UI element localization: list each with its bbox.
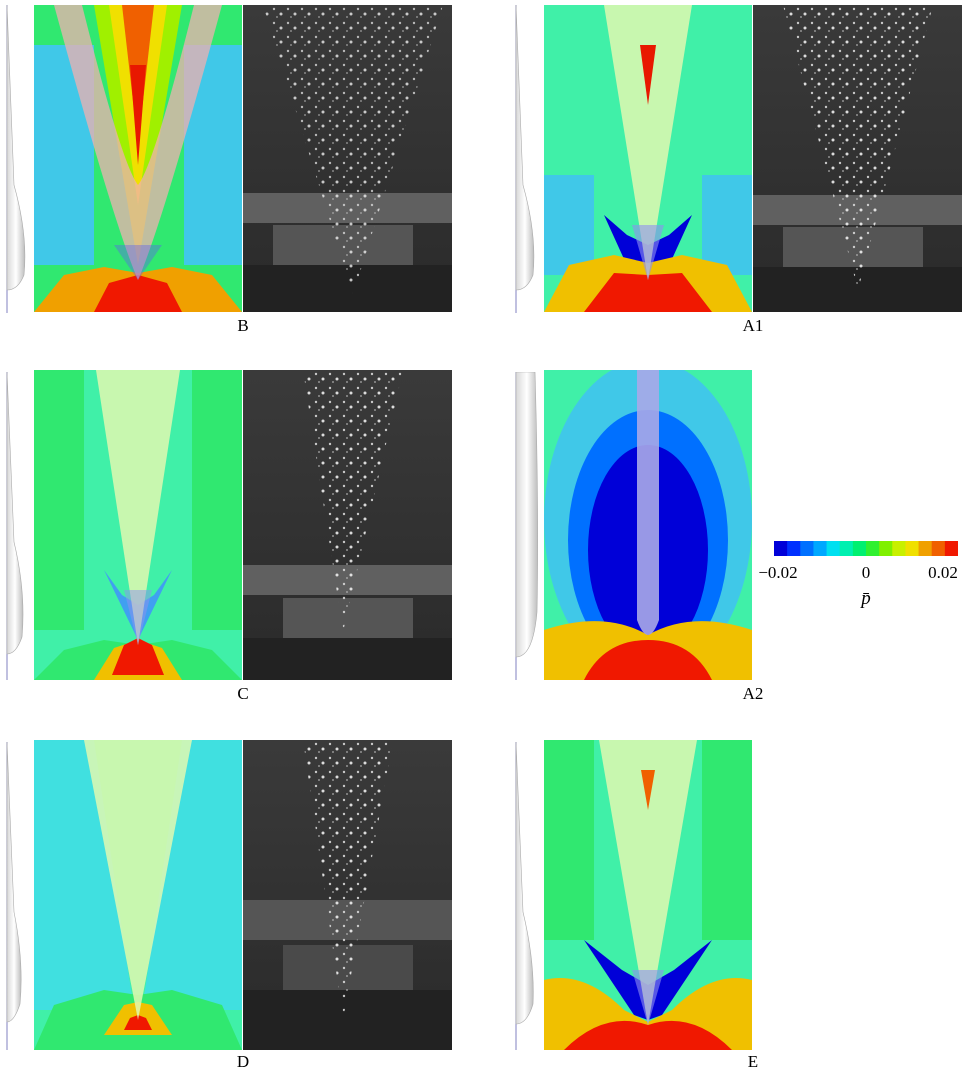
colorbar-swatch [944, 541, 958, 556]
hull-profile-a1 [515, 5, 535, 313]
hull-profile-a2 [515, 372, 538, 680]
colorbar-swatch [826, 541, 841, 556]
colorbar-swatch [866, 541, 880, 556]
colorbar-swatch [787, 541, 801, 556]
colorbar-mid-label: 0 [861, 563, 871, 582]
flow-photo-a1 [753, 5, 962, 312]
panel-label-b: B [237, 316, 249, 335]
colorbar-min-label: −0.02 [758, 563, 798, 582]
flow-photo-d [243, 740, 452, 1050]
colorbar-swatch [852, 541, 867, 556]
colorbar-swatch [800, 541, 814, 556]
panel-label-c: C [237, 684, 249, 703]
pressure-contour-a1 [544, 5, 752, 312]
panel-label-d: D [236, 1052, 250, 1071]
hull-profile-b [6, 5, 26, 313]
hull-profile-e [515, 742, 534, 1050]
panel-label-a2: A2 [742, 684, 764, 703]
colorbar-swatch [892, 541, 906, 556]
pressure-contour-c [34, 370, 242, 680]
flow-photo-b [243, 5, 452, 312]
panel-label-e: E [747, 1052, 759, 1071]
colorbar-swatch [774, 541, 788, 556]
flow-photo-c [243, 370, 452, 680]
colorbar-swatch [839, 541, 854, 556]
hull-profile-c [6, 372, 24, 680]
pressure-colorbar [774, 541, 958, 556]
pressure-contour-a2 [544, 370, 752, 680]
colorbar-swatch [918, 541, 933, 556]
pressure-contour-d [34, 740, 242, 1050]
colorbar-swatch [813, 541, 828, 556]
panel-label-a1: A1 [742, 316, 764, 335]
colorbar-max-label: 0.02 [928, 563, 958, 582]
pressure-contour-e [544, 740, 752, 1050]
colorbar-title: p̄ [861, 588, 871, 609]
hull-profile-d [6, 742, 22, 1050]
pressure-contour-b [34, 5, 242, 312]
colorbar-swatch [931, 541, 946, 556]
colorbar-swatch [905, 541, 920, 556]
colorbar-swatch [879, 541, 893, 556]
